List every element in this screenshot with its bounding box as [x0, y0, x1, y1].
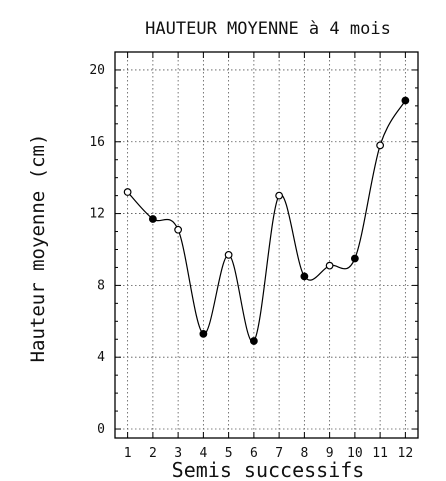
y-tick-label: 20: [89, 63, 105, 78]
y-tick-label: 16: [89, 135, 105, 150]
data-point-filled: [350, 254, 359, 263]
x-tick-label: 7: [275, 446, 283, 461]
x-tick-label: 9: [326, 446, 334, 461]
x-tick-label: 3: [174, 446, 182, 461]
y-tick-label: 4: [97, 350, 105, 365]
data-points: [123, 96, 410, 345]
grid-lines: [115, 52, 418, 438]
x-tick-label: 4: [199, 446, 207, 461]
x-tick-label: 8: [300, 446, 308, 461]
data-point-open: [224, 250, 233, 259]
data-point-filled: [199, 329, 208, 338]
x-tick-label: 5: [225, 446, 233, 461]
x-axis-title: Semis successifs: [172, 458, 365, 481]
data-point-open: [275, 191, 284, 200]
data-point-open: [376, 141, 385, 150]
data-point-open: [123, 188, 132, 196]
data-point-filled: [401, 96, 410, 105]
data-point-open: [174, 225, 183, 234]
data-point-filled: [148, 215, 157, 223]
x-tick-label: 11: [372, 446, 388, 461]
axis-ticks: [115, 52, 418, 438]
data-point-filled: [249, 337, 258, 345]
y-axis-title: Hauteur moyenne (cm): [27, 134, 49, 363]
y-tick-label: 0: [97, 422, 105, 437]
x-tick-label: 6: [250, 446, 258, 461]
x-tick-labels: 1 2 3 4 5 6 7 8 9 10 11 12: [124, 446, 413, 461]
data-point-filled: [300, 272, 309, 281]
x-tick-label: 2: [149, 446, 157, 461]
data-point-open: [325, 261, 334, 270]
x-tick-label: 10: [347, 446, 363, 461]
plot-frame: [114, 51, 419, 439]
x-tick-label: 1: [124, 446, 132, 461]
y-tick-label: 8: [97, 278, 105, 293]
chart-title: HAUTEUR MOYENNE à 4 mois: [145, 19, 391, 39]
y-tick-label: 12: [89, 207, 105, 222]
y-tick-labels: 0 4 8 12 16 20: [89, 63, 105, 437]
x-tick-label: 12: [398, 446, 414, 461]
series-line: [127, 100, 406, 342]
